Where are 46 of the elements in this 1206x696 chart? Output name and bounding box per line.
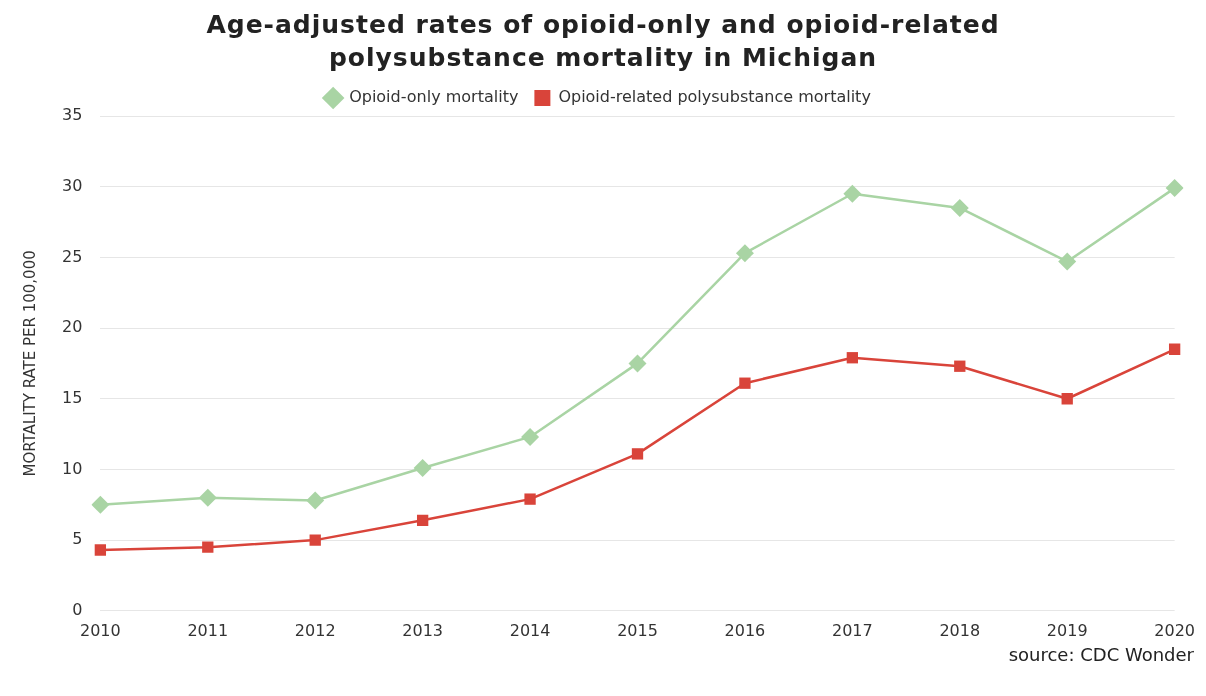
y-tick-label: 0 [72,599,83,619]
point [628,354,647,373]
point [1058,252,1077,271]
chart-title: Age-adjusted rates of opioid-only and opioid-related polysubstance mortality in Michigan [205,9,1001,74]
y-tick-label: 30 [62,175,83,195]
x-tick-label: 2018 [939,620,981,640]
x-tick-label: 2015 [617,620,658,640]
x-tick-label: 2010 [80,620,121,640]
point [91,495,110,514]
point [306,491,325,510]
x-tick-label: 2011 [187,620,229,640]
point [631,448,644,460]
x-tick-label: 2014 [509,620,551,640]
point [843,184,862,203]
point [1165,179,1184,198]
legend-label: Opioid-only mortality [349,87,519,107]
y-tick-label: 35 [62,105,83,125]
point [1061,393,1073,405]
x-tick-label: 2017 [832,620,873,640]
y-tick-label: 25 [62,246,83,266]
x-tick-label: 2012 [294,620,336,640]
point [846,352,859,364]
y-tick-label: 10 [62,458,83,478]
x-tick-label: 2020 [1154,620,1195,640]
point [739,377,751,389]
point [94,544,107,556]
point [416,514,429,526]
point [735,244,754,263]
point [198,488,217,507]
point [1168,343,1181,355]
source-note: source: CDC Wonder [1007,644,1195,665]
y-tick-label: 15 [62,387,83,407]
point [309,534,321,546]
point [954,360,966,372]
y-tick-label: 5 [72,529,83,549]
x-tick-label: 2019 [1046,620,1088,640]
x-tick-label: 2016 [724,620,766,640]
x-tick-label: 2013 [402,620,443,640]
y-axis-title: MORTALITY RATE PER 100,000 [20,250,39,477]
point [521,427,540,446]
point [950,198,969,217]
y-tick-label: 20 [62,317,83,337]
point [202,541,214,553]
point [413,459,432,478]
point [524,493,536,505]
legend-label: Opioid-related polysubstance mortality [558,87,871,107]
